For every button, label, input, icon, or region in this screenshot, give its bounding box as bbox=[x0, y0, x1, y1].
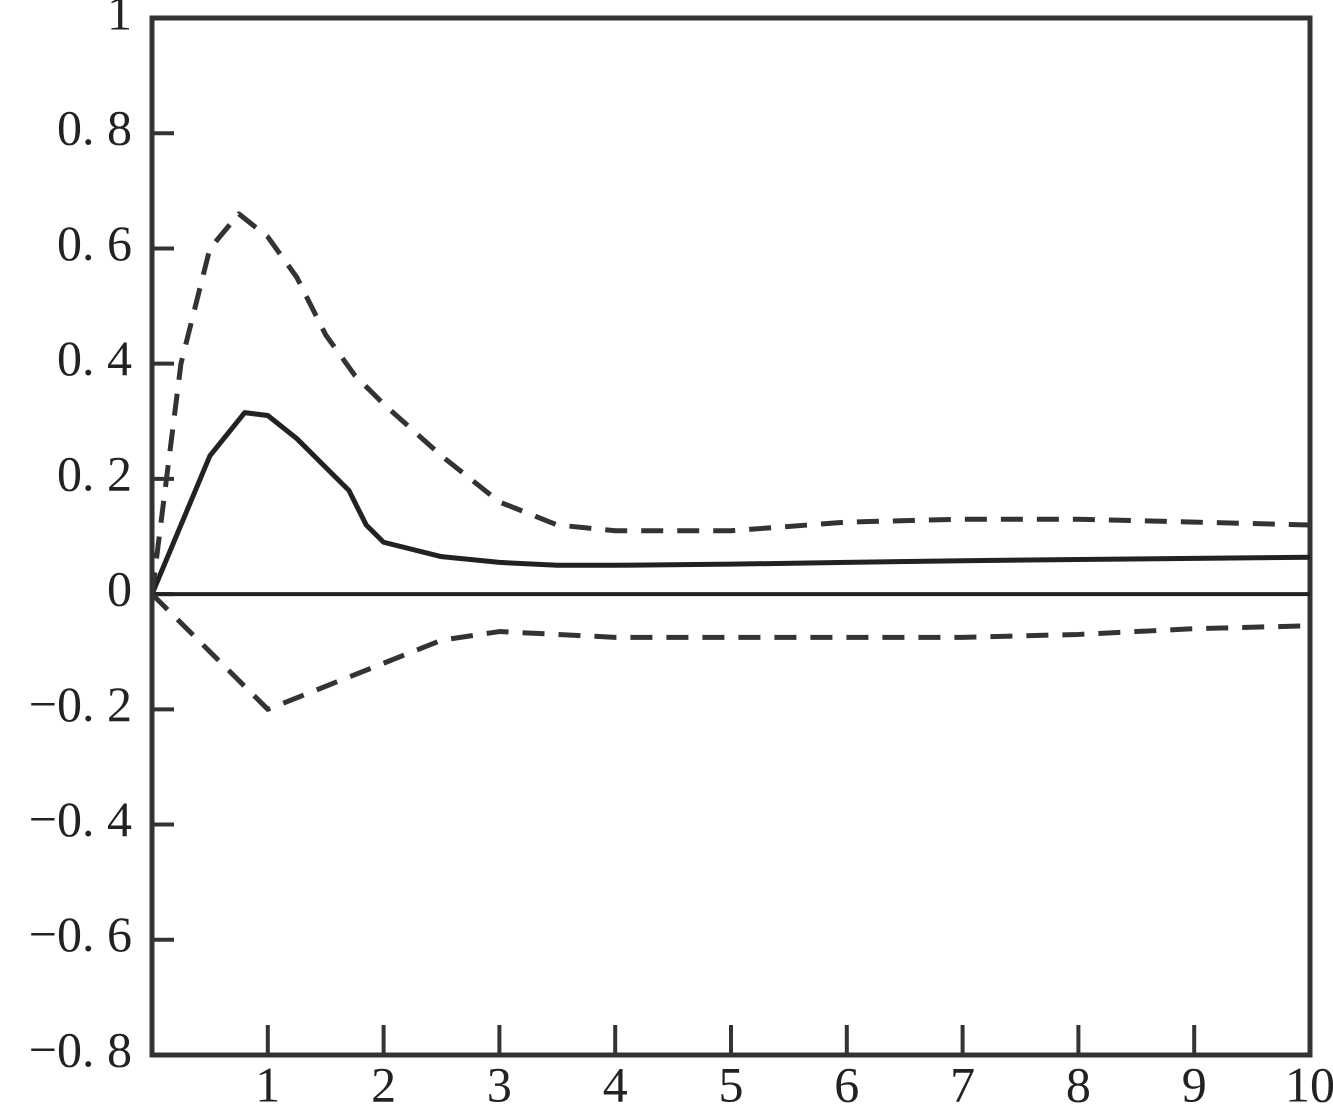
response-line bbox=[149, 410, 1311, 596]
x-tick-label: 3 bbox=[487, 1056, 512, 1112]
y-tick-label: 0. 8 bbox=[57, 100, 132, 156]
x-tick-label: 6 bbox=[834, 1056, 859, 1112]
x-tick-label: 4 bbox=[603, 1056, 628, 1112]
x-tick-label: 9 bbox=[1182, 1056, 1207, 1112]
y-tick-label: 0. 4 bbox=[57, 330, 132, 386]
band-line bbox=[150, 592, 1311, 712]
y-tick-label: 0. 2 bbox=[57, 445, 132, 501]
plot-frame bbox=[149, 15, 1313, 1058]
y-tick-label: 0. 6 bbox=[57, 215, 132, 271]
y-tick-label: 1 bbox=[107, 0, 132, 40]
y-tick-label: −0. 4 bbox=[29, 791, 132, 847]
x-tick-label: 2 bbox=[371, 1056, 396, 1112]
y-tick-label: −0. 8 bbox=[29, 1021, 132, 1077]
band-line bbox=[149, 211, 1311, 595]
y-tick-label: 0 bbox=[107, 561, 132, 617]
y-tick-label: −0. 6 bbox=[29, 906, 132, 962]
x-tick-label: 8 bbox=[1066, 1056, 1091, 1112]
y-tick-label: −0. 2 bbox=[29, 676, 132, 732]
x-tick-label: 1 bbox=[255, 1056, 280, 1112]
x-tick-label: 10 bbox=[1285, 1056, 1333, 1112]
x-tick-label: 5 bbox=[719, 1056, 744, 1112]
x-tick-label: 7 bbox=[950, 1056, 975, 1112]
